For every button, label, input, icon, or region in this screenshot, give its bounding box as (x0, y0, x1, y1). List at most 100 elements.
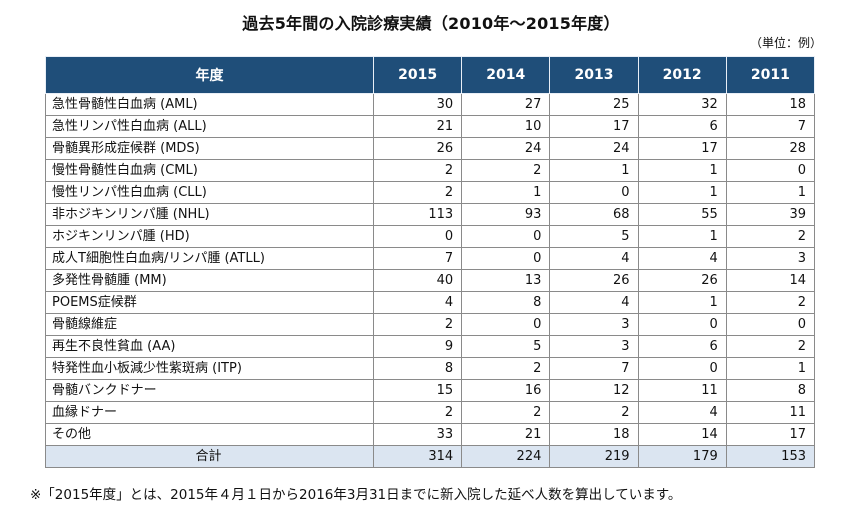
value-cell-2015: 26 (372, 137, 463, 160)
value-cell-2013: 4 (549, 291, 639, 314)
value-cell-2015: 2 (372, 313, 463, 336)
value-cell-2015: 9 (372, 335, 463, 358)
results-table: 年度 2015 2014 2013 2012 2011 急性骨髄性白血病 (AM… (45, 56, 816, 468)
value-cell-2014: 13 (461, 269, 551, 292)
total-cell: 179 (637, 445, 727, 468)
disease-name-cell: 特発性血小板減少性紫斑病 (ITP) (45, 357, 374, 380)
value-cell-2015: 7 (372, 247, 463, 270)
value-cell-2015: 2 (372, 159, 463, 182)
value-cell-2013: 3 (549, 313, 639, 336)
table-row: 成人T細胞性白血病/リンパ腫 (ATLL) 7 0 4 4 3 (45, 247, 816, 270)
disease-name-cell: 骨髄線維症 (45, 313, 374, 336)
table-row: 骨髄異形成症候群 (MDS) 26 24 24 17 28 (45, 137, 816, 160)
value-cell-2014: 16 (461, 379, 551, 402)
value-cell-2014: 2 (461, 401, 551, 424)
disease-name-cell: 多発性骨髄腫 (MM) (45, 269, 374, 292)
value-cell-2012: 32 (637, 93, 727, 116)
value-cell-2012: 55 (637, 203, 727, 226)
value-cell-2013: 26 (549, 269, 639, 292)
value-cell-2014: 2 (461, 357, 551, 380)
disease-name-cell: 骨髄バンクドナー (45, 379, 374, 402)
value-cell-2014: 21 (461, 423, 551, 446)
value-cell-2015: 0 (372, 225, 463, 248)
value-cell-2012: 6 (637, 115, 727, 138)
value-cell-2013: 24 (549, 137, 639, 160)
value-cell-2014: 2 (461, 159, 551, 182)
table-row: 急性リンパ性白血病 (ALL) 21 10 17 6 7 (45, 115, 816, 138)
value-cell-2011: 2 (725, 291, 816, 314)
table-row: 非ホジキンリンパ腫 (NHL) 113 93 68 55 39 (45, 203, 816, 226)
value-cell-2014: 5 (461, 335, 551, 358)
value-cell-2011: 0 (725, 313, 816, 336)
header-row: 年度 2015 2014 2013 2012 2011 (45, 56, 816, 94)
value-cell-2013: 18 (549, 423, 639, 446)
value-cell-2012: 1 (637, 291, 727, 314)
total-cell: 219 (549, 445, 639, 468)
table-row: POEMS症候群 4 8 4 1 2 (45, 291, 816, 314)
value-cell-2015: 2 (372, 401, 463, 424)
value-cell-2014: 0 (461, 313, 551, 336)
disease-name-cell: 再生不良性貧血 (AA) (45, 335, 374, 358)
value-cell-2015: 8 (372, 357, 463, 380)
value-cell-2015: 33 (372, 423, 463, 446)
table-row: 骨髄線維症 2 0 3 0 0 (45, 313, 816, 336)
table-row: 急性骨髄性白血病 (AML) 30 27 25 32 18 (45, 93, 816, 116)
value-cell-2014: 24 (461, 137, 551, 160)
total-label: 合計 (45, 445, 374, 468)
table-row: 多発性骨髄腫 (MM) 40 13 26 26 14 (45, 269, 816, 292)
value-cell-2011: 8 (725, 379, 816, 402)
value-cell-2011: 18 (725, 93, 816, 116)
disease-name-cell: 急性骨髄性白血病 (AML) (45, 93, 374, 116)
table-row: 血縁ドナー 2 2 2 4 11 (45, 401, 816, 424)
value-cell-2015: 21 (372, 115, 463, 138)
value-cell-2011: 2 (725, 225, 816, 248)
value-cell-2014: 93 (461, 203, 551, 226)
total-row: 合計 314 224 219 179 153 (45, 445, 816, 468)
value-cell-2012: 1 (637, 225, 727, 248)
value-cell-2014: 0 (461, 247, 551, 270)
value-cell-2015: 4 (372, 291, 463, 314)
value-cell-2012: 1 (637, 159, 727, 182)
value-cell-2012: 14 (637, 423, 727, 446)
value-cell-2011: 0 (725, 159, 816, 182)
value-cell-2012: 0 (637, 357, 727, 380)
value-cell-2011: 39 (725, 203, 816, 226)
value-cell-2015: 40 (372, 269, 463, 292)
table-row: 特発性血小板減少性紫斑病 (ITP) 8 2 7 0 1 (45, 357, 816, 380)
value-cell-2012: 6 (637, 335, 727, 358)
disease-name-cell: 急性リンパ性白血病 (ALL) (45, 115, 374, 138)
value-cell-2013: 7 (549, 357, 639, 380)
disease-name-cell: その他 (45, 423, 374, 446)
unit-label: （単位：例） (749, 36, 822, 50)
column-header-2013: 2013 (549, 56, 639, 94)
value-cell-2013: 0 (549, 181, 639, 204)
value-cell-2014: 8 (461, 291, 551, 314)
value-cell-2011: 28 (725, 137, 816, 160)
table-row: ホジキンリンパ腫 (HD) 0 0 5 1 2 (45, 225, 816, 248)
value-cell-2014: 10 (461, 115, 551, 138)
value-cell-2012: 1 (637, 181, 727, 204)
column-header-2015: 2015 (372, 56, 463, 94)
value-cell-2011: 14 (725, 269, 816, 292)
value-cell-2013: 1 (549, 159, 639, 182)
value-cell-2013: 25 (549, 93, 639, 116)
disease-name-cell: 慢性リンパ性白血病 (CLL) (45, 181, 374, 204)
value-cell-2015: 113 (372, 203, 463, 226)
total-cell: 314 (372, 445, 463, 468)
value-cell-2013: 12 (549, 379, 639, 402)
total-cell: 153 (725, 445, 816, 468)
disease-name-cell: 骨髄異形成症候群 (MDS) (45, 137, 374, 160)
column-header-2014: 2014 (461, 56, 551, 94)
disease-name-cell: 成人T細胞性白血病/リンパ腫 (ATLL) (45, 247, 374, 270)
value-cell-2015: 30 (372, 93, 463, 116)
value-cell-2012: 4 (637, 247, 727, 270)
value-cell-2012: 17 (637, 137, 727, 160)
value-cell-2012: 26 (637, 269, 727, 292)
disease-name-cell: 血縁ドナー (45, 401, 374, 424)
value-cell-2011: 11 (725, 401, 816, 424)
value-cell-2011: 3 (725, 247, 816, 270)
value-cell-2011: 1 (725, 357, 816, 380)
disease-name-cell: ホジキンリンパ腫 (HD) (45, 225, 374, 248)
disease-name-cell: 非ホジキンリンパ腫 (NHL) (45, 203, 374, 226)
column-header-2011: 2011 (725, 56, 816, 94)
